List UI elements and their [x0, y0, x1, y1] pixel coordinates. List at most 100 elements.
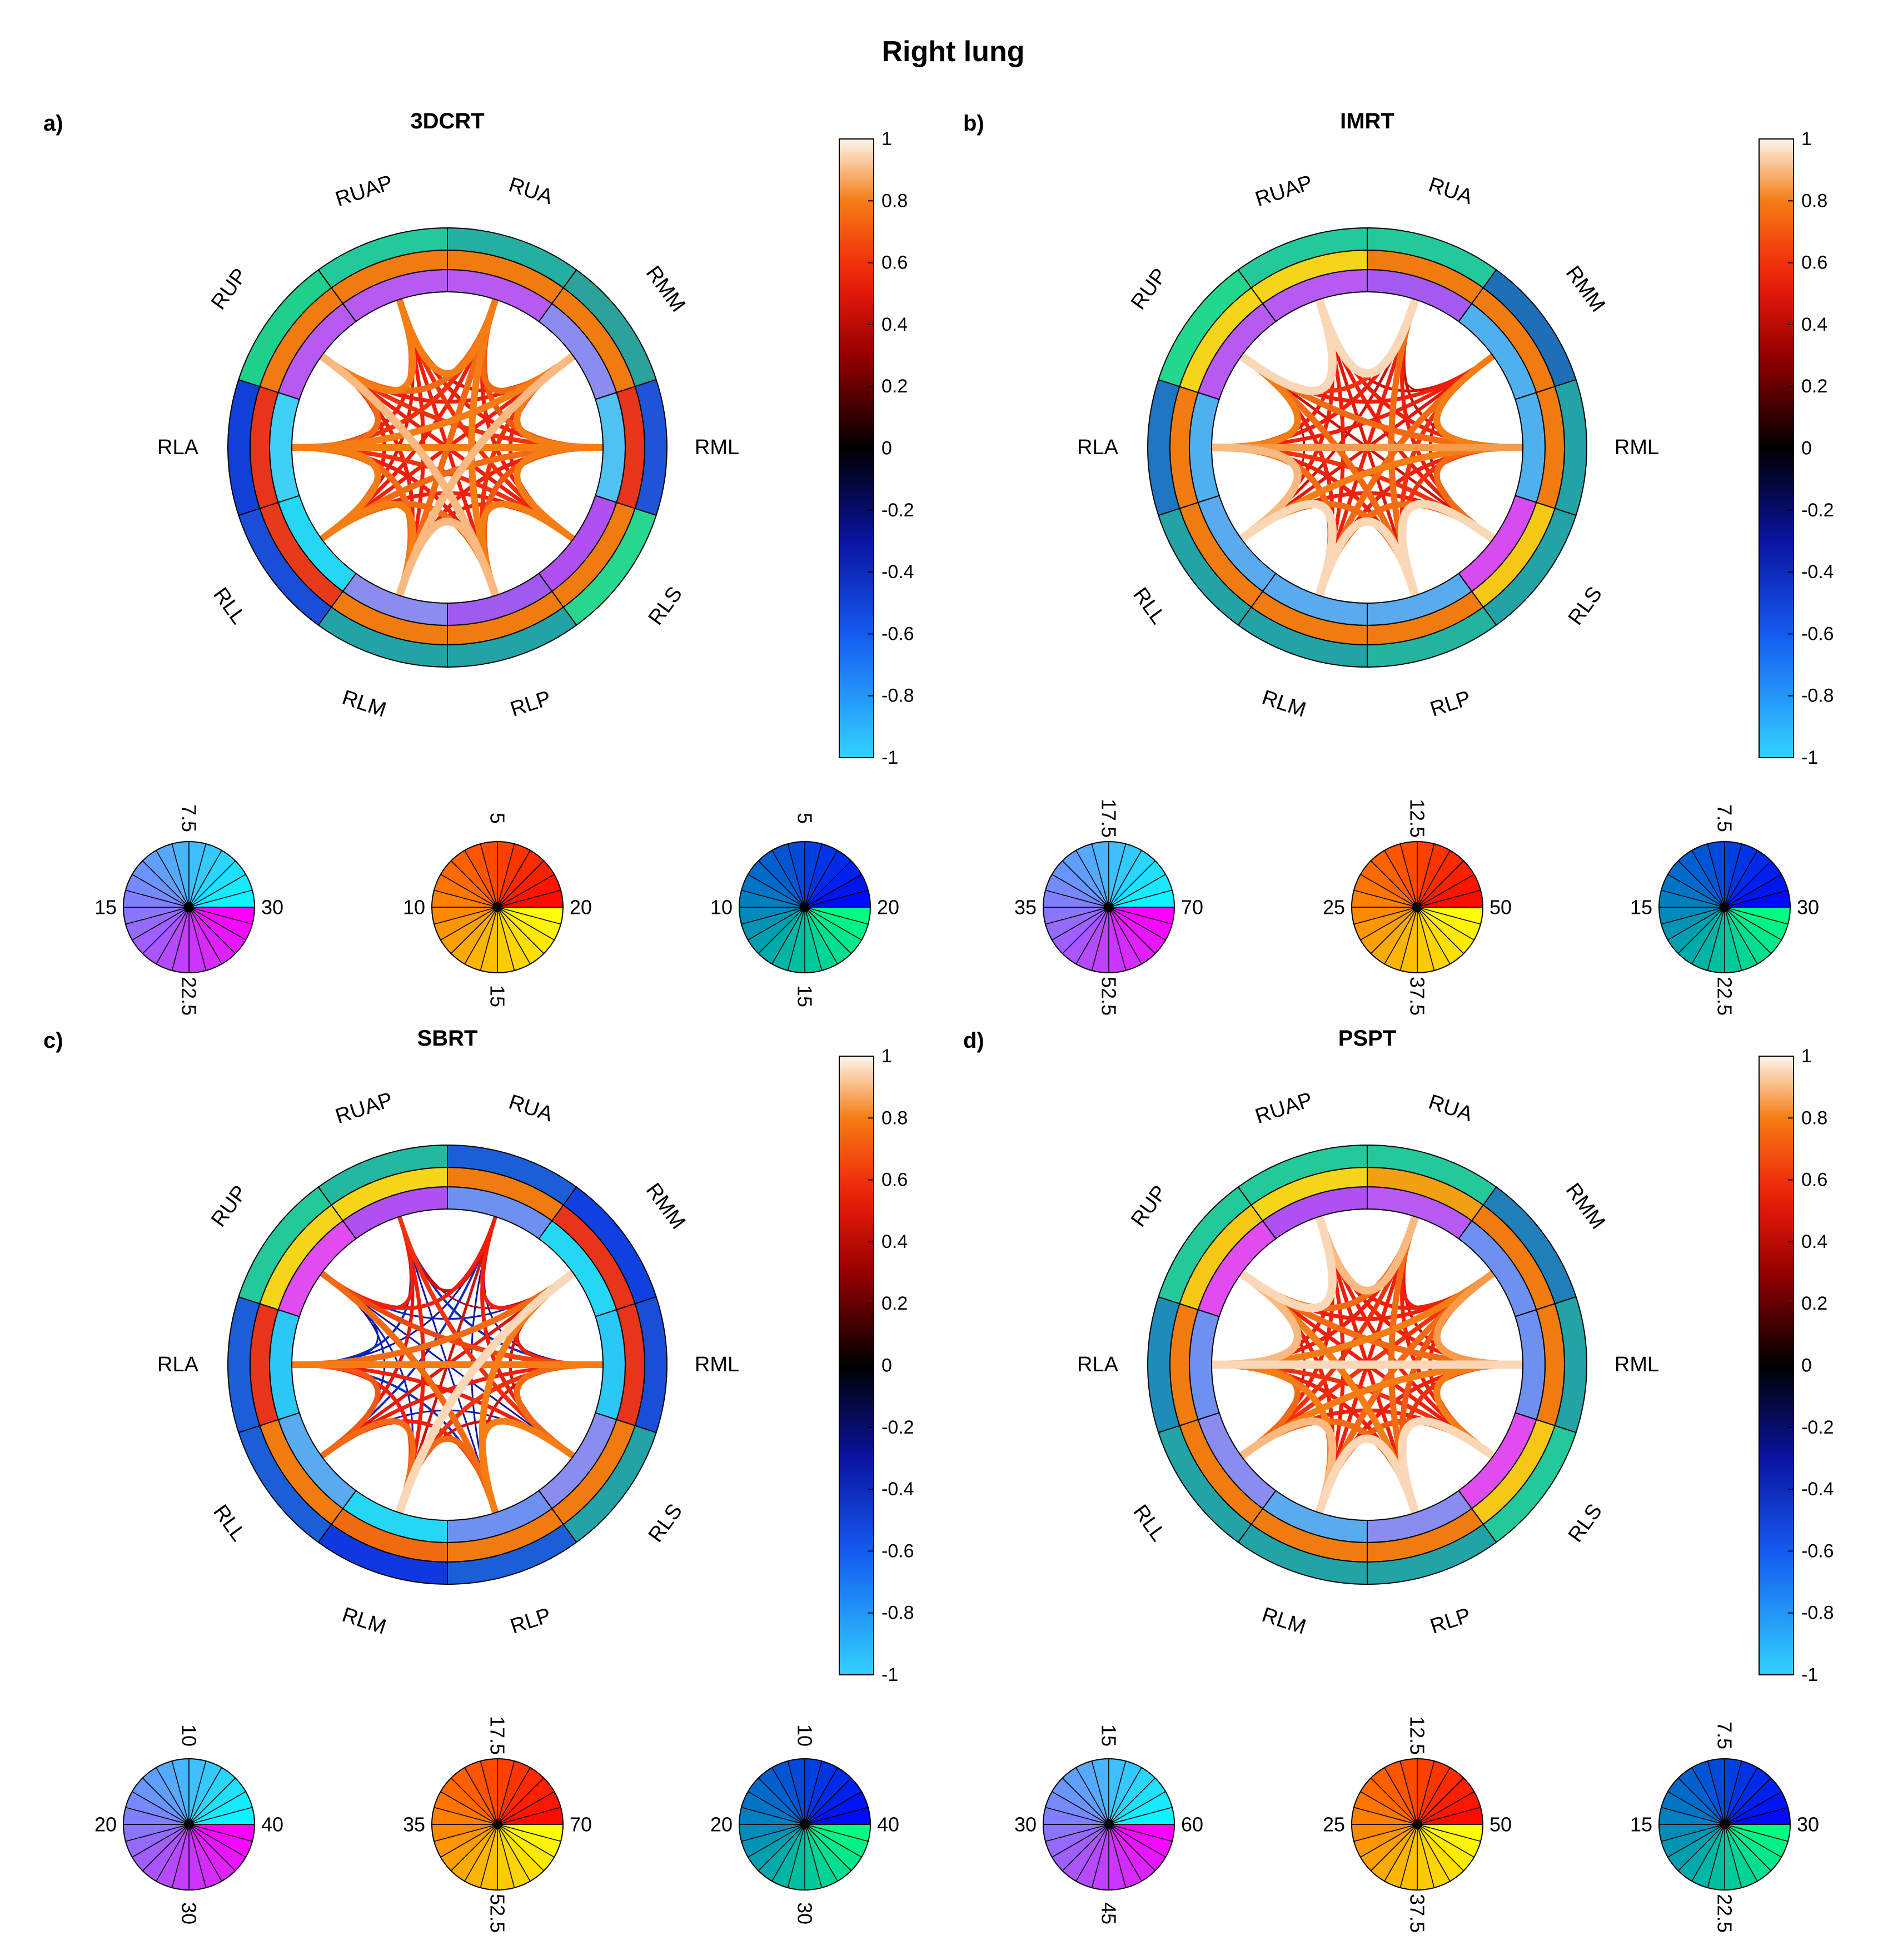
chord-panel-imrt: b) IMRT RUA RMM RML RLS RLP RLM RLL RLA RUP RUAP 1 0.… — [963, 109, 1834, 1016]
wheel-hub — [1412, 902, 1422, 912]
node-label: RLM — [339, 686, 388, 722]
node-label: RLA — [157, 1353, 199, 1376]
wheel-label-bottom: 52.5 — [486, 1894, 509, 1933]
colorbar-tick-label: -0.8 — [881, 685, 914, 707]
wheel-rim — [1043, 841, 1175, 973]
panel-label: d) — [963, 1028, 984, 1053]
node-label: RML — [695, 436, 739, 459]
wheel-label-top: 10 — [794, 1724, 816, 1747]
node-label: RUAP — [332, 171, 395, 211]
wheel-label-left: 35 — [403, 1813, 425, 1836]
chord-link — [288, 444, 381, 543]
wheel-hub — [800, 902, 810, 912]
wheel-label-bottom: 22.5 — [1713, 977, 1736, 1016]
wheel-label-top: 17.5 — [1098, 799, 1120, 838]
colorbar-tick-label: 0.6 — [1801, 1170, 1827, 1191]
colorbar-tick-label: 0.2 — [881, 1293, 908, 1314]
chord-link — [1237, 295, 1337, 395]
node-label: RUA — [1426, 1090, 1476, 1126]
node-label: RUAP — [1252, 1088, 1315, 1128]
colorbar — [1759, 1056, 1794, 1675]
legend-wheel-winter: 7.5 22.5 15 30 — [1630, 1722, 1819, 1933]
wheel-rim — [1351, 1758, 1483, 1891]
colorbar-tick-label: -1 — [881, 1664, 898, 1685]
colorbar — [839, 138, 874, 758]
wheel-label-left: 10 — [403, 896, 425, 919]
chord-link — [395, 1268, 578, 1517]
colorbar-tick-label: -0.8 — [1801, 685, 1834, 707]
colorbar-tick-label: 0.4 — [1801, 314, 1827, 335]
wheel-label-bottom: 37.5 — [1406, 977, 1429, 1016]
legend-wheel-autumn: 17.5 52.5 35 70 — [403, 1716, 592, 1933]
colorbar-tick-label: 0.4 — [1801, 1231, 1827, 1252]
wheel-hub — [1412, 1819, 1422, 1829]
wheel-label-top: 5 — [486, 813, 509, 824]
node-label: RLL — [208, 1501, 250, 1546]
wheel-label-right: 30 — [1797, 1813, 1819, 1836]
ring-outer-segment — [317, 227, 448, 289]
wheel-rim — [123, 841, 255, 973]
node-label: RUP — [207, 264, 252, 314]
colorbar-tick-label: 0.8 — [1801, 190, 1827, 211]
chord-link — [1237, 1212, 1337, 1312]
colorbar-tick-label: 0 — [1801, 1355, 1812, 1376]
wheel-label-top: 12.5 — [1406, 1716, 1429, 1755]
wheel-label-left: 30 — [1014, 1813, 1037, 1836]
wheel-label-right: 50 — [1490, 896, 1512, 919]
legend-wheel-autumn: 12.5 37.5 25 50 — [1323, 799, 1512, 1016]
node-label: RUAP — [332, 1088, 395, 1128]
panel-label: c) — [43, 1028, 63, 1053]
colorbar-tick-label: 0.8 — [881, 1107, 908, 1128]
wheel-label-right: 20 — [570, 896, 592, 919]
panel-title: SBRT — [417, 1026, 478, 1051]
node-label: RMM — [641, 1179, 690, 1233]
colorbar-tick-label: 0.6 — [881, 1170, 908, 1191]
wheel-label-right: 40 — [877, 1813, 899, 1836]
wheel-hub — [492, 1819, 502, 1829]
wheel-label-right: 40 — [261, 1813, 283, 1836]
wheel-hub — [1720, 1819, 1730, 1829]
chord-panel-sbrt: c) SBRT RUA RMM RML RLS RLP RLM RLL RLA RUP RUAP 1 0.… — [43, 1026, 914, 1933]
wheel-label-bottom: 15 — [486, 985, 509, 1007]
wheel-rim — [431, 1758, 564, 1891]
node-label: RLL — [208, 584, 250, 629]
node-label: RLP — [1427, 1604, 1473, 1639]
wheel-label-top: 7.5 — [178, 804, 201, 832]
colorbar-tick-label: -1 — [881, 747, 898, 768]
node-label: RLP — [507, 1604, 554, 1639]
legend-wheel-cool: 7.5 22.5 15 30 — [94, 804, 283, 1016]
colorbar-tick-label: -0.8 — [881, 1603, 914, 1624]
wheel-label-top: 5 — [794, 813, 816, 824]
panel-title: PSPT — [1338, 1026, 1396, 1051]
legend-wheel-cool: 15 45 30 60 — [1014, 1724, 1203, 1924]
legend-wheel-autumn: 12.5 37.5 25 50 — [1323, 1716, 1512, 1933]
panel-label: a) — [43, 111, 63, 136]
wheel-label-bottom: 30 — [794, 1902, 816, 1924]
legend-wheel-cool: 10 30 20 40 — [94, 1724, 283, 1924]
node-label: RLA — [1077, 436, 1119, 459]
wheel-label-bottom: 30 — [178, 1902, 201, 1924]
colorbar-tick-label: 0 — [1801, 438, 1812, 459]
node-label: RLS — [1564, 1500, 1607, 1546]
colorbar-tick-label: 0.2 — [1801, 1293, 1827, 1314]
colorbar-tick-label: -1 — [1801, 1664, 1818, 1685]
colorbar-tick-label: 1 — [1801, 1046, 1812, 1067]
wheel-label-top: 7.5 — [1713, 1722, 1736, 1749]
wheel-hub — [1104, 902, 1114, 912]
colorbar-tick-label: -0.6 — [881, 623, 914, 644]
colorbar-tick-label: -0.6 — [1801, 623, 1834, 644]
node-label: RLS — [644, 583, 687, 629]
node-label: RUA — [506, 1090, 556, 1126]
node-label: RML — [695, 1353, 739, 1376]
ring-outer-segment — [1237, 1144, 1368, 1206]
node-label: RML — [1615, 436, 1659, 459]
legend-wheel-cool: 17.5 52.5 35 70 — [1014, 799, 1203, 1016]
wheel-label-bottom: 45 — [1098, 1902, 1120, 1924]
wheel-label-left: 15 — [1630, 896, 1652, 919]
colorbar-tick-label: 0.8 — [1801, 1107, 1827, 1128]
colorbar-tick-label: 0.6 — [881, 252, 908, 273]
node-label: RMM — [1561, 1179, 1610, 1233]
node-label: RLP — [1427, 687, 1473, 722]
node-label: RLM — [1259, 1603, 1308, 1639]
